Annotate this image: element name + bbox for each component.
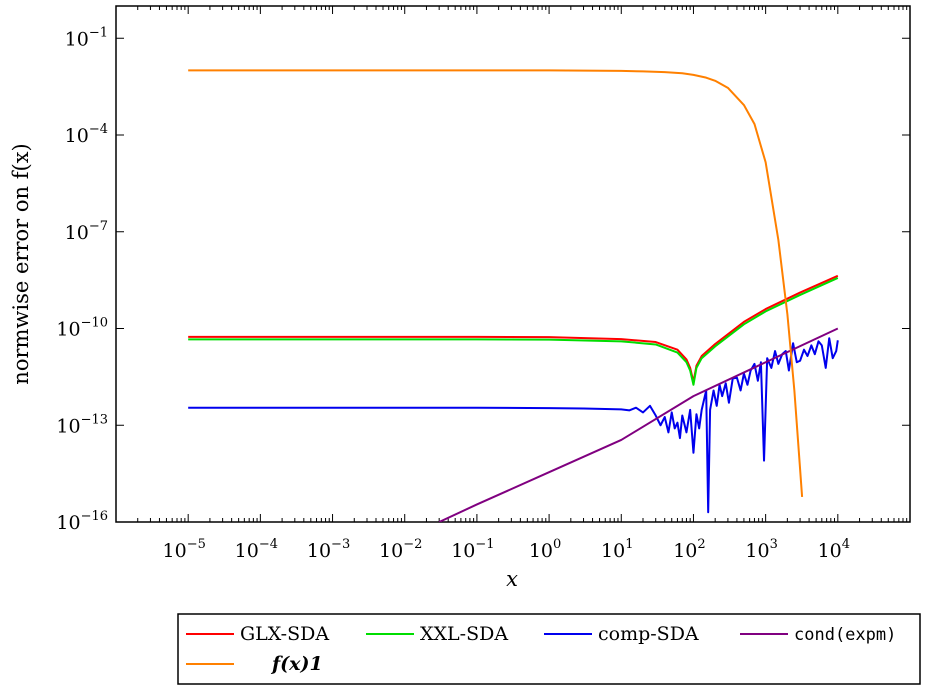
y-tick-labels: 10−1 10−4 10−7 10−10 10−13 10−16 — [56, 25, 108, 534]
legend-label: XXL-SDA — [420, 623, 508, 645]
tick-label: 102 — [673, 537, 705, 562]
tick-label: 10−7 — [65, 219, 108, 244]
legend-label: GLX-SDA — [240, 623, 329, 645]
tick-label: 10−1 — [451, 537, 494, 562]
series-line-comp-sda — [188, 337, 839, 514]
tick-label: 10−1 — [65, 25, 108, 50]
series-line-glx-sda — [188, 274, 839, 383]
legend-label: f(x)1 — [270, 653, 323, 675]
series-lines — [188, 69, 839, 522]
x-tick-labels: 10−5 10−4 10−3 10−2 10−1 100 101 102 103 104 — [163, 537, 851, 562]
tick-marks — [115, 6, 910, 523]
tick-label: 10−3 — [307, 537, 350, 562]
series-line-cond-expm — [438, 327, 839, 522]
legend: GLX-SDA XXL-SDA comp-SDA cond(expm) f(x)1 — [177, 613, 921, 685]
tick-label: 10−10 — [56, 316, 108, 341]
tick-label: 101 — [601, 537, 633, 562]
tick-label: 10−5 — [163, 537, 206, 562]
tick-label: 103 — [745, 537, 777, 562]
tick-label: 104 — [818, 537, 850, 562]
tick-label: 10−4 — [65, 122, 108, 147]
y-axis-label: normwise error on f(x) — [9, 143, 33, 384]
legend-label: comp-SDA — [598, 623, 699, 645]
x-axis-label: x — [506, 567, 518, 591]
tick-label: 10−16 — [56, 509, 108, 534]
plot-frame — [115, 5, 911, 523]
tick-label: 10−4 — [235, 537, 278, 562]
tick-label: 10−2 — [379, 537, 422, 562]
series-line-xxl-sda — [188, 277, 839, 386]
legend-label: cond(expm) — [794, 625, 896, 645]
legend-box — [177, 613, 921, 685]
series-line-f-x-1 — [188, 69, 804, 497]
tick-label: 10−13 — [56, 412, 108, 437]
tick-label: 100 — [529, 537, 561, 562]
